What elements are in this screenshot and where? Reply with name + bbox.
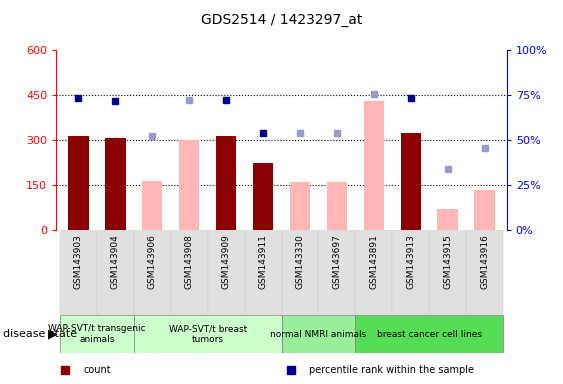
FancyBboxPatch shape [355, 230, 392, 315]
Bar [364, 101, 384, 230]
Text: WAP-SVT/t breast
tumors: WAP-SVT/t breast tumors [168, 324, 247, 344]
Bar [179, 140, 199, 230]
Text: percentile rank within the sample: percentile rank within the sample [309, 365, 473, 375]
Text: disease state: disease state [3, 329, 77, 339]
Text: GSM143906: GSM143906 [148, 235, 157, 290]
Bar [105, 138, 126, 230]
Text: GSM143915: GSM143915 [443, 235, 452, 290]
Bar [216, 136, 236, 230]
Text: WAP-SVT/t transgenic
animals: WAP-SVT/t transgenic animals [48, 324, 146, 344]
Text: GSM143697: GSM143697 [332, 235, 341, 290]
FancyBboxPatch shape [429, 230, 466, 315]
Bar [290, 182, 310, 230]
Text: GSM143913: GSM143913 [406, 235, 415, 290]
FancyBboxPatch shape [134, 230, 171, 315]
FancyBboxPatch shape [282, 230, 319, 315]
FancyBboxPatch shape [60, 230, 97, 315]
FancyBboxPatch shape [134, 315, 282, 353]
Bar [437, 209, 458, 230]
Text: GSM143908: GSM143908 [185, 235, 194, 290]
Text: normal NMRI animals: normal NMRI animals [270, 329, 367, 339]
Text: GSM143904: GSM143904 [111, 235, 120, 290]
Text: ▶: ▶ [48, 328, 57, 341]
Bar [253, 163, 273, 230]
FancyBboxPatch shape [97, 230, 134, 315]
Text: GSM143330: GSM143330 [296, 235, 305, 290]
Text: count: count [83, 365, 111, 375]
FancyBboxPatch shape [60, 315, 134, 353]
FancyBboxPatch shape [244, 230, 282, 315]
Text: GDS2514 / 1423297_at: GDS2514 / 1423297_at [201, 13, 362, 27]
Text: breast cancer cell lines: breast cancer cell lines [377, 329, 482, 339]
FancyBboxPatch shape [319, 230, 355, 315]
FancyBboxPatch shape [282, 315, 355, 353]
FancyBboxPatch shape [466, 230, 503, 315]
Text: GSM143916: GSM143916 [480, 235, 489, 290]
Text: GSM143911: GSM143911 [258, 235, 267, 290]
FancyBboxPatch shape [208, 230, 244, 315]
Bar [475, 190, 495, 230]
Bar [68, 136, 88, 230]
Text: GSM143909: GSM143909 [222, 235, 231, 290]
FancyBboxPatch shape [171, 230, 208, 315]
Bar [400, 132, 421, 230]
FancyBboxPatch shape [355, 315, 503, 353]
Text: GSM143903: GSM143903 [74, 235, 83, 290]
Text: GSM143891: GSM143891 [369, 235, 378, 290]
Bar [142, 181, 163, 230]
Bar [327, 182, 347, 230]
FancyBboxPatch shape [392, 230, 429, 315]
